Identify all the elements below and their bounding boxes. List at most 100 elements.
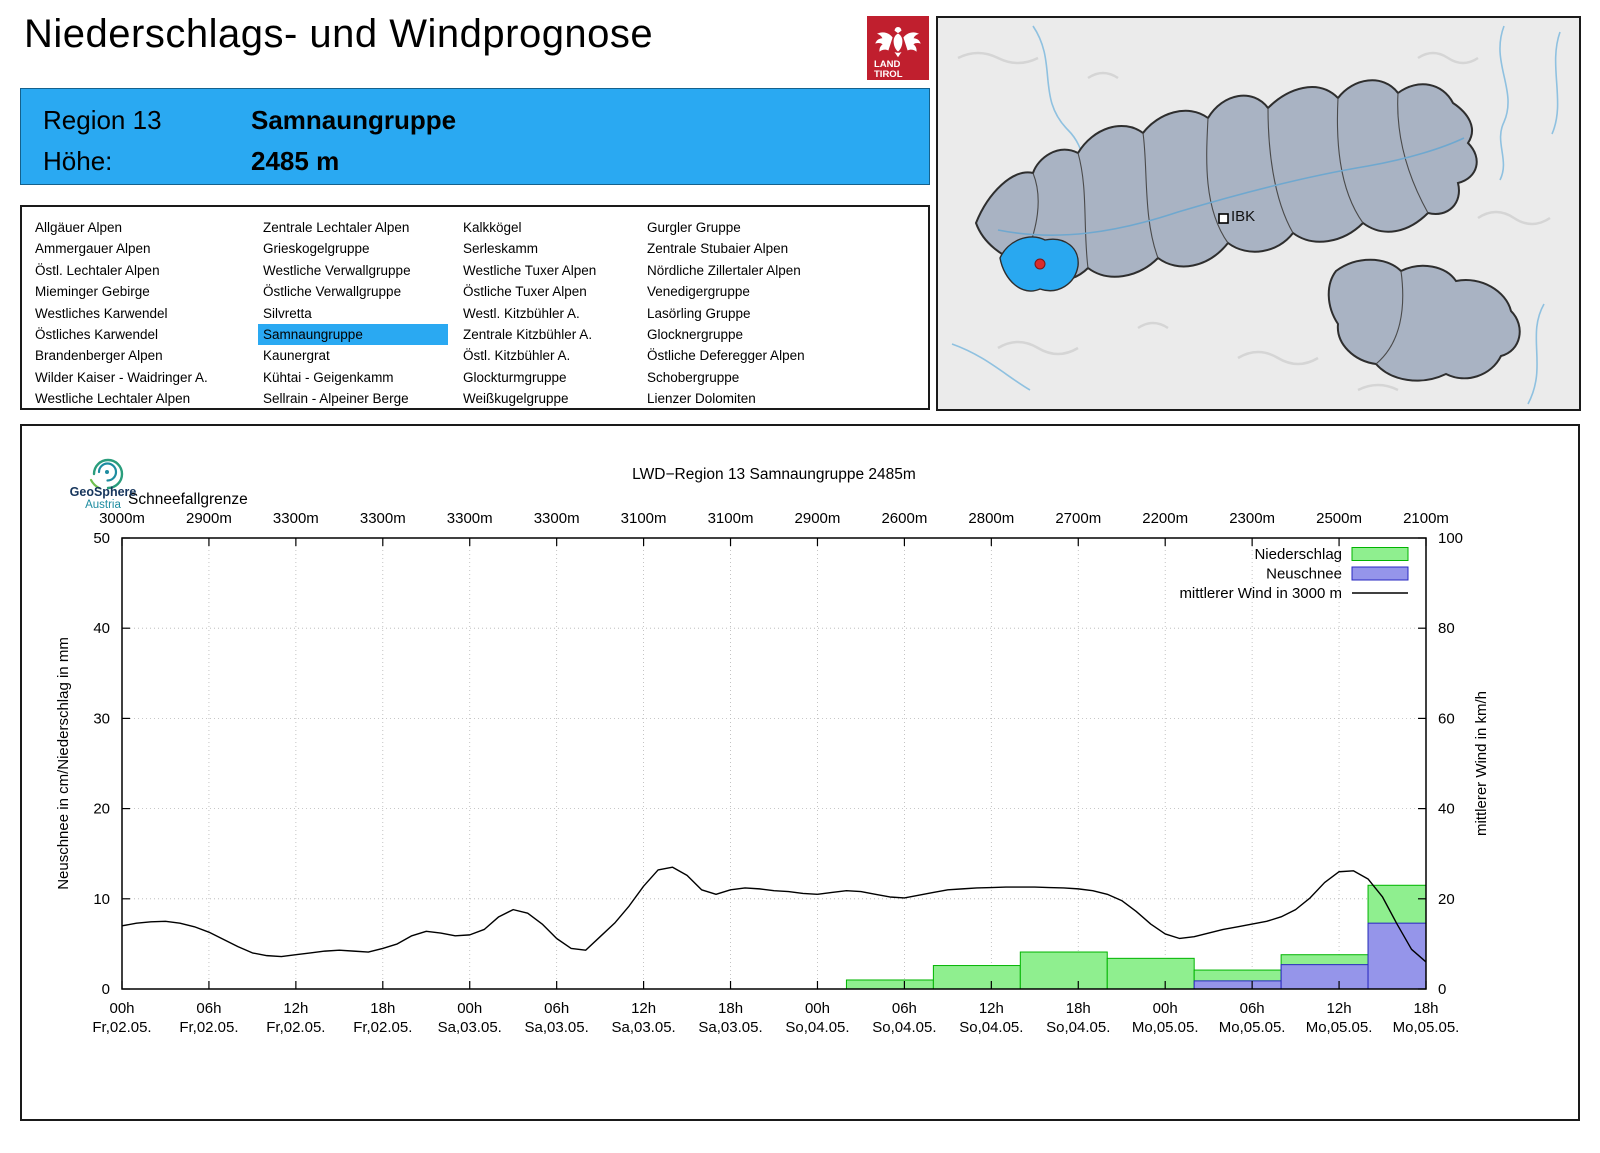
x-tick-hour: 18h (370, 1000, 395, 1017)
legend-label: Neuschnee (1266, 566, 1342, 583)
region-list-item[interactable]: Westl. Kitzbühler A. (463, 303, 596, 324)
snowline-value: 2600m (881, 510, 927, 527)
region-list-item-label: Östliche Tuxer Alpen (463, 284, 587, 300)
terrain-texture (957, 51, 1551, 392)
region-list-column-4: Gurgler Gruppe Zentrale Stubaier Alpen Nör… (647, 217, 805, 410)
x-tick-hour: 06h (892, 1000, 917, 1017)
snowline-value: 2300m (1229, 510, 1275, 527)
tirol-eagle-icon (875, 27, 921, 58)
tirol-logo-text-line2: TIROL (874, 69, 903, 80)
right-axis-title: mittlerer Wind in km/h (1473, 691, 1490, 836)
x-tick-date: Sa,03.05. (611, 1019, 675, 1036)
map-region-east-tirol[interactable] (1327, 258, 1521, 382)
chart-grid (122, 538, 1426, 989)
region-list-item-label: Ammergauer Alpen (35, 241, 151, 257)
region-list-item[interactable]: Zentrale Stubaier Alpen (647, 238, 805, 259)
region-list-item[interactable]: Gurgler Gruppe (647, 217, 805, 238)
page-title: Niederschlags- und Windprognose (24, 12, 654, 56)
region-list-item[interactable]: Sellrain - Alpeiner Berge (263, 388, 448, 409)
region-list-item-label: Zentrale Stubaier Alpen (647, 241, 789, 257)
x-tick-date: Fr,02.05. (353, 1019, 412, 1036)
region-list-item[interactable]: Westliches Karwendel (35, 303, 208, 324)
region-list-item-label: Silvretta (263, 305, 312, 321)
region-list-item[interactable]: Ammergauer Alpen (35, 238, 208, 259)
x-tick-date: Sa,03.05. (525, 1019, 589, 1036)
selected-region-marker-dot (1034, 258, 1046, 270)
snowline-value: 3300m (534, 510, 580, 527)
region-list-item[interactable]: Brandenberger Alpen (35, 345, 208, 366)
x-tick-date: Mo,05.05. (1219, 1019, 1286, 1036)
snowline-value: 3100m (621, 510, 667, 527)
region-list-item[interactable]: Östliche Deferegger Alpen (647, 345, 805, 366)
region-list-item-label: Mieminger Gebirge (35, 284, 150, 300)
region-list-item[interactable]: Zentrale Kitzbühler A. (463, 324, 596, 345)
region-list-item[interactable]: Östliche Tuxer Alpen (463, 281, 596, 302)
region-list-item-label: Venedigergruppe (647, 284, 750, 300)
region-list-item[interactable]: Zentrale Lechtaler Alpen (263, 217, 448, 238)
region-list-item[interactable]: Serleskamm (463, 238, 596, 259)
y-tick-right: 20 (1438, 891, 1455, 908)
snowline-value: 3100m (708, 510, 754, 527)
region-list-item[interactable]: Westliche Verwallgruppe (263, 260, 448, 281)
x-tick-date: So,04.05. (872, 1019, 936, 1036)
ibk-city-marker (1218, 213, 1229, 224)
region-list-item[interactable]: Westliche Tuxer Alpen (463, 260, 596, 281)
region-list-item-label: Allgäuer Alpen (35, 220, 123, 235)
ibk-label: IBK (1231, 208, 1255, 225)
region-list-item-label: Kalkkögel (463, 220, 522, 235)
region-list-item-label: Lienzer Dolomiten (647, 391, 756, 407)
region-list-item[interactable]: Östliche Verwallgruppe (263, 281, 448, 302)
region-list-item[interactable]: Lasörling Gruppe (647, 303, 805, 324)
region-list-item[interactable]: Kalkkögel (463, 217, 596, 238)
y-tick-left: 50 (93, 530, 110, 547)
region-list-item-label: Kaunergrat (263, 348, 330, 364)
region-list-item[interactable]: Östliches Karwendel (35, 324, 208, 345)
region-list-item-label: Wilder Kaiser - Waidringer A. (35, 369, 208, 385)
region-list-item[interactable]: Venedigergruppe (647, 281, 805, 302)
region-list-item[interactable]: Westliche Lechtaler Alpen (35, 388, 208, 409)
legend-swatch (1351, 547, 1409, 561)
region-list-item[interactable]: Weißkugelgruppe (463, 388, 596, 409)
region-list-item[interactable]: Allgäuer Alpen (35, 217, 208, 238)
region-list-item[interactable]: Schobergruppe (647, 367, 805, 388)
y-tick-right: 100 (1438, 530, 1463, 547)
region-list-item[interactable]: Wilder Kaiser - Waidringer A. (35, 367, 208, 388)
region-list-item-label: Serleskamm (463, 241, 539, 257)
region-list-item[interactable]: Mieminger Gebirge (35, 281, 208, 302)
region-list-item[interactable]: Östl. Lechtaler Alpen (35, 260, 208, 281)
y-tick-left: 0 (102, 981, 110, 998)
x-tick-date: So,04.05. (785, 1019, 849, 1036)
region-list-item-label: Westliche Tuxer Alpen (463, 262, 597, 278)
x-tick-date: Mo,05.05. (1132, 1019, 1199, 1036)
region-list: Allgäuer Alpen Ammergauer Alpen Östl. Lech… (20, 205, 930, 410)
region-name-value: Samnaungruppe (251, 105, 457, 135)
region-list-item-label: Gurgler Gruppe (647, 220, 741, 235)
geosphere-logo-icon (89, 458, 124, 490)
y-tick-right: 40 (1438, 801, 1455, 818)
region-number-label: Region 13 (43, 105, 162, 135)
region-list-item[interactable]: Grieskogelgruppe (263, 238, 448, 259)
x-tick-hour: 00h (109, 1000, 134, 1017)
region-list-item[interactable]: Östl. Kitzbühler A. (463, 345, 596, 366)
region-list-item[interactable]: Samnaungruppe (258, 323, 448, 346)
forecast-chart-panel: 00h Fr,02.05. 06h Fr,02.05. 12h Fr,02.05. 18h F… (20, 424, 1580, 1121)
region-list-item-label: Östliche Deferegger Alpen (647, 348, 805, 364)
region-list-item[interactable]: Kühtai - Geigenkamm (263, 367, 448, 388)
region-list-item[interactable]: Kaunergrat (263, 345, 448, 366)
region-list-item[interactable]: Nördliche Zillertaler Alpen (647, 260, 805, 281)
region-list-item-label: Zentrale Lechtaler Alpen (263, 220, 410, 235)
region-list-item[interactable]: Glocknergruppe (647, 324, 805, 345)
chart-axes: 00h Fr,02.05. 06h Fr,02.05. 12h Fr,02.05. 18h F… (92, 530, 1463, 1036)
region-list-item[interactable]: Glockturmgruppe (463, 367, 596, 388)
tirol-logo-text-line1: LAND (874, 59, 901, 70)
x-tick-date: Fr,02.05. (92, 1019, 151, 1036)
x-tick-hour: 12h (283, 1000, 308, 1017)
region-list-item[interactable]: Lienzer Dolomiten (647, 388, 805, 409)
region-list-item[interactable]: Silvretta (263, 303, 448, 324)
snowline-value: 3300m (360, 510, 406, 527)
region-list-item-label: Westliches Karwendel (35, 305, 168, 321)
legend-label: mittlerer Wind in 3000 m (1179, 585, 1342, 602)
x-tick-hour: 18h (718, 1000, 743, 1017)
region-list-column-3: Kalkkögel Serleskamm Westliche Tuxer Alpen… (463, 217, 596, 410)
land-tirol-logo: LAND TIROL (867, 16, 929, 80)
